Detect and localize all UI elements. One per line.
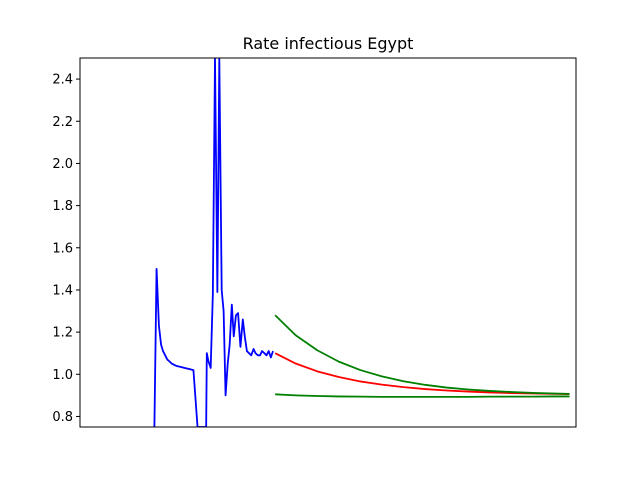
series-line-1 [153,58,274,427]
y-tick-label: 2.4 [52,73,73,88]
y-tick-label: 1.6 [52,241,73,256]
y-tick-label: 2.2 [52,115,73,130]
series-line-2 [274,352,570,396]
series-line-3 [274,314,570,395]
y-tick-label: 1.4 [52,283,73,298]
y-tick-label: 2.0 [52,157,73,172]
series-line-4 [275,393,570,398]
axes-layer: 0.8 1.0 1.2 1.4 1.6 1.8 2.0 2.2 2.4 [52,73,80,425]
chart-title: Rate infectious Egypt [243,34,414,53]
y-tick-label: 0.8 [52,410,73,425]
series-layer [153,58,570,427]
y-tick-label: 1.8 [52,199,73,214]
plot-frame [79,57,577,428]
y-tick-label: 1.2 [52,326,73,341]
y-tick-label: 1.0 [52,368,73,383]
